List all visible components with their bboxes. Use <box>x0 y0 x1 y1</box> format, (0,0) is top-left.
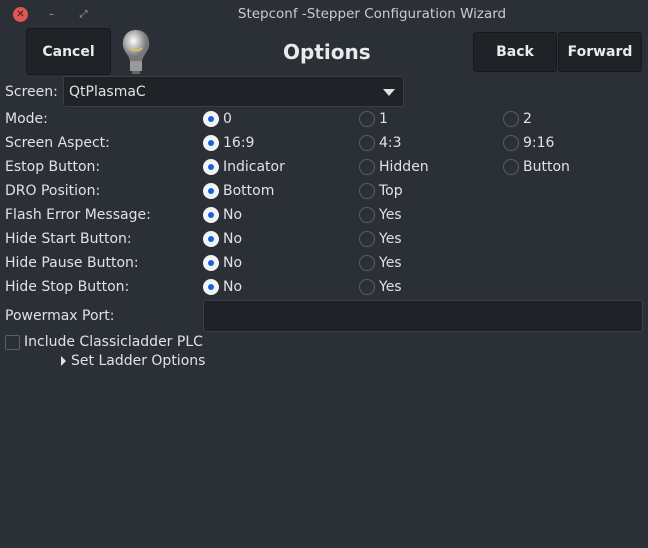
radio-option[interactable]: 0 <box>203 111 232 127</box>
radio-circle-icon[interactable] <box>503 135 519 151</box>
radio-label: 0 <box>223 111 232 127</box>
back-button[interactable]: Back <box>473 32 557 72</box>
powermax-label: Powermax Port: <box>5 308 115 324</box>
row-label: Estop Button: <box>5 159 101 175</box>
screen-value: QtPlasmaC <box>69 84 146 100</box>
radio-label: No <box>223 279 243 295</box>
radio-label: 16:9 <box>223 135 255 151</box>
ladder-options-expander[interactable]: Set Ladder Options <box>61 353 205 369</box>
minimize-icon[interactable]: – <box>49 9 54 20</box>
radio-circle-icon[interactable] <box>359 111 375 127</box>
radio-label: 1 <box>379 111 388 127</box>
radio-option[interactable]: 4:3 <box>359 135 402 151</box>
expander-arrow-icon <box>61 356 66 366</box>
radio-label: Indicator <box>223 159 285 175</box>
radio-label: Hidden <box>379 159 429 175</box>
row-label: Hide Pause Button: <box>5 255 139 271</box>
powermax-port-input[interactable] <box>203 300 643 332</box>
radio-circle-icon[interactable] <box>203 207 219 223</box>
radio-circle-icon[interactable] <box>203 279 219 295</box>
row-label: Screen Aspect: <box>5 135 110 151</box>
radio-circle-icon[interactable] <box>503 159 519 175</box>
radio-option[interactable]: Button <box>503 159 570 175</box>
radio-circle-icon[interactable] <box>203 231 219 247</box>
classicladder-label: Include Classicladder PLC <box>24 334 203 350</box>
radio-option[interactable]: Yes <box>359 231 402 247</box>
checkbox-box[interactable] <box>5 334 20 350</box>
radio-label: No <box>223 207 243 223</box>
radio-label: Yes <box>379 231 402 247</box>
radio-circle-icon[interactable] <box>359 183 375 199</box>
radio-option[interactable]: 2 <box>503 111 532 127</box>
radio-option[interactable]: No <box>203 207 242 223</box>
radio-circle-icon[interactable] <box>203 111 219 127</box>
radio-circle-icon[interactable] <box>503 111 519 127</box>
radio-option[interactable]: Yes <box>359 255 402 271</box>
radio-circle-icon[interactable] <box>359 279 375 295</box>
radio-label: 2 <box>523 111 532 127</box>
radio-option[interactable]: No <box>203 279 242 295</box>
radio-label: Yes <box>379 279 402 295</box>
screen-select[interactable]: QtPlasmaC <box>63 76 404 107</box>
radio-option[interactable]: No <box>203 255 242 271</box>
radio-label: Yes <box>379 255 402 271</box>
cancel-button[interactable]: Cancel <box>26 28 111 75</box>
radio-option[interactable]: Top <box>359 183 403 199</box>
classicladder-checkbox[interactable]: Include Classicladder PLC <box>5 334 203 350</box>
radio-option[interactable]: No <box>203 231 242 247</box>
radio-option[interactable]: Indicator <box>203 159 285 175</box>
radio-option[interactable]: 9:16 <box>503 135 554 151</box>
radio-circle-icon[interactable] <box>359 255 375 271</box>
radio-circle-icon[interactable] <box>359 231 375 247</box>
radio-label: 9:16 <box>523 135 555 151</box>
radio-option[interactable]: Hidden <box>359 159 429 175</box>
title-bar: ✕ – ⤢ Stepconf -Stepper Configuration Wi… <box>0 0 648 30</box>
radio-circle-icon[interactable] <box>359 135 375 151</box>
radio-label: Bottom <box>223 183 275 199</box>
radio-option[interactable]: 1 <box>359 111 388 127</box>
radio-option[interactable]: Yes <box>359 207 402 223</box>
row-label: Mode: <box>5 111 48 127</box>
dropdown-arrow-icon <box>383 89 395 96</box>
radio-option[interactable]: Yes <box>359 279 402 295</box>
row-label: Hide Start Button: <box>5 231 132 247</box>
row-label: Flash Error Message: <box>5 207 151 223</box>
close-icon[interactable]: ✕ <box>13 7 28 22</box>
radio-circle-icon[interactable] <box>203 183 219 199</box>
radio-circle-icon[interactable] <box>203 135 219 151</box>
page-title: Options <box>283 40 371 64</box>
ladder-options-label: Set Ladder Options <box>71 353 206 369</box>
row-label: DRO Position: <box>5 183 101 199</box>
maximize-icon[interactable]: ⤢ <box>79 9 88 20</box>
radio-circle-icon[interactable] <box>203 255 219 271</box>
forward-button[interactable]: Forward <box>558 32 642 72</box>
radio-option[interactable]: Bottom <box>203 183 274 199</box>
screen-label: Screen: <box>5 84 58 100</box>
radio-label: Button <box>523 159 570 175</box>
radio-circle-icon[interactable] <box>203 159 219 175</box>
radio-circle-icon[interactable] <box>359 159 375 175</box>
lightbulb-icon <box>122 30 150 74</box>
row-label: Hide Stop Button: <box>5 279 130 295</box>
radio-label: No <box>223 255 243 271</box>
window-title: Stepconf -Stepper Configuration Wizard <box>237 6 507 22</box>
radio-label: 4:3 <box>379 135 402 151</box>
radio-label: No <box>223 231 243 247</box>
radio-label: Yes <box>379 207 402 223</box>
radio-circle-icon[interactable] <box>359 207 375 223</box>
radio-option[interactable]: 16:9 <box>203 135 254 151</box>
radio-label: Top <box>379 183 403 199</box>
